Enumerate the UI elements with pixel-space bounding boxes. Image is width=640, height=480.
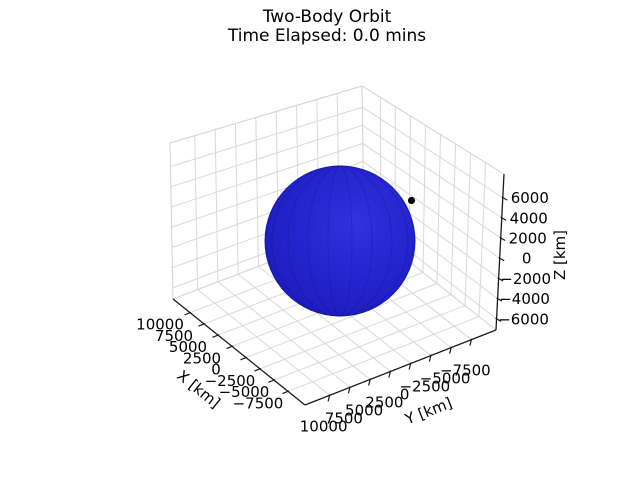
axis-spines [172, 173, 505, 406]
y-axis-spine [304, 329, 497, 406]
y-tick-label: 7500 [325, 409, 363, 427]
z-axis-label: Z [km] [551, 230, 569, 280]
y-tick [388, 370, 392, 378]
z-tick [501, 196, 508, 201]
y-tick [368, 378, 372, 386]
z-tick-label: 2000 [509, 230, 547, 248]
x-tick [282, 390, 290, 395]
earth-meridian [265, 165, 415, 317]
grid-line-z-left [171, 142, 363, 208]
grid-line-z-left [170, 106, 363, 168]
x-tick-label: −5000 [219, 383, 270, 401]
chart-title-block: Two-Body Orbit Time Elapsed: 0.0 mins [7, 8, 640, 45]
y-tick-label: −2500 [399, 378, 450, 396]
z-tick-label: −2000 [500, 270, 551, 288]
grid-line-x-floor [273, 305, 466, 381]
pane-edge [169, 85, 363, 144]
x-tick [226, 345, 234, 350]
x-tick [212, 334, 220, 338]
grid-line-x-wall [436, 134, 442, 284]
grid-line-x-wall [464, 153, 472, 306]
grid-line-x-floor [245, 283, 438, 359]
grid-line-x-wall [422, 125, 426, 273]
x-tick [268, 379, 276, 383]
z-axis-spine [495, 173, 505, 331]
y-tick-label: −7500 [440, 362, 491, 380]
earth-sphere [264, 165, 416, 317]
x-tick [184, 311, 192, 316]
x-tick-label: 2500 [183, 349, 221, 367]
grid-line-z-left [170, 124, 363, 188]
grid-line-z-right [362, 106, 504, 199]
x-tick-label: 7500 [155, 327, 193, 345]
grid-line-y-wall [234, 123, 239, 275]
earth-meridian [307, 165, 373, 317]
grid-line-y-floor [217, 281, 351, 388]
z-tick [498, 257, 505, 262]
grid-line-y-floor [197, 289, 330, 396]
z-tick [500, 216, 507, 221]
grid-line-z-right [362, 143, 501, 239]
grid-line-x-floor [287, 316, 480, 392]
y-tick [327, 394, 331, 402]
z-tick-label: 0 [522, 250, 532, 268]
y-axis-label: Y [km] [402, 394, 455, 429]
x-tick [240, 356, 248, 361]
pane-edge [361, 85, 505, 175]
grid-line-y-wall [194, 135, 199, 290]
x-tick-label: 10000 [136, 316, 184, 334]
z-tick [495, 317, 502, 322]
chart-title: Two-Body Orbit [262, 7, 392, 27]
y-tick [428, 354, 432, 362]
z-tick-label: 6000 [511, 189, 549, 207]
y-tick [347, 386, 351, 394]
z-tick-label: −4000 [499, 290, 550, 308]
x-tick [254, 367, 262, 372]
z-tick [497, 277, 504, 282]
y-tick-label: 2500 [365, 393, 403, 411]
y-tick-label: 10000 [300, 417, 348, 435]
z-tick-label: 4000 [510, 209, 548, 227]
x-tick-label: 5000 [169, 338, 207, 356]
chart-subtitle: Time Elapsed: 0.0 mins [227, 25, 427, 46]
grid-line-y-floor [237, 273, 371, 380]
z-tick-label: −6000 [498, 310, 549, 328]
pane-edge [169, 142, 174, 300]
y-tick [408, 362, 412, 370]
y-tick-label: 0 [400, 386, 410, 404]
earth-meridians [265, 165, 415, 317]
grid-line-x-wall [478, 162, 487, 317]
z-tick [496, 297, 503, 302]
x-tick-label: 0 [211, 361, 221, 379]
y-tick [449, 346, 452, 354]
satellite-marker [407, 196, 416, 205]
x-tick [198, 322, 206, 327]
earth-globe [264, 165, 416, 317]
axes-grid [169, 85, 505, 396]
x-tick-label: −2500 [205, 372, 256, 390]
x-tick-label: −7500 [233, 394, 284, 412]
grid-line-z-right [362, 124, 503, 219]
grid-line-y-wall [214, 129, 219, 282]
earth-meridian [287, 165, 393, 317]
z-tick [499, 236, 506, 242]
y-tick [469, 338, 473, 346]
grid-line-y-wall [255, 117, 259, 267]
x-axis-spine [172, 298, 306, 406]
axis-labels: 100007500500025000−2500−5000−75001000075… [136, 189, 569, 435]
grid-line-z-right [362, 161, 500, 259]
satellite-dot [407, 196, 416, 205]
y-tick-label: 5000 [345, 401, 383, 419]
grid-line-x-floor [259, 294, 452, 370]
axis-ticks [184, 196, 508, 402]
y-tick-label: −5000 [420, 370, 471, 388]
earth-meridian [271, 165, 409, 317]
grid-line-x-wall [450, 143, 457, 295]
earth-meridian [327, 165, 353, 317]
